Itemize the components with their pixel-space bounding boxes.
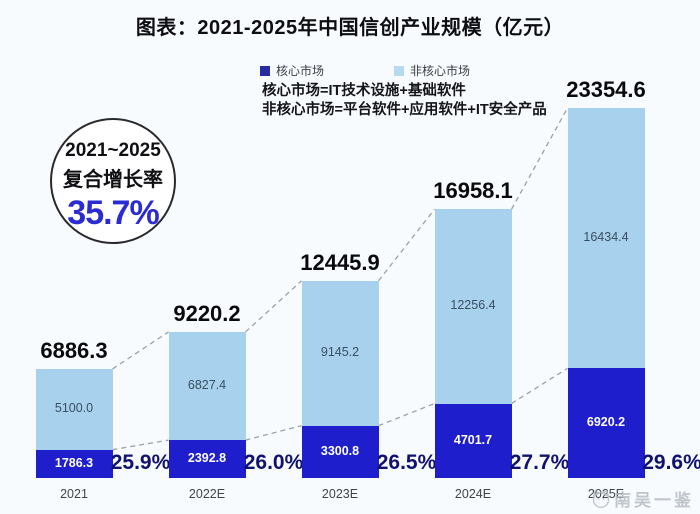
core-segment: 1786.3 [35, 449, 113, 478]
x-axis-label: 2024E [454, 487, 492, 501]
watermark: 南吴一鉴 [591, 486, 694, 511]
cagr-value: 35.7% [67, 194, 159, 232]
x-axis-label: 2022E [188, 487, 226, 501]
core-value-label: 2392.8 [187, 451, 227, 466]
core-segment: 3300.8 [301, 425, 379, 478]
total-value-label: 16958.1 [433, 178, 513, 204]
dashed-connector-line [112, 439, 169, 451]
legend-core-label: 核心市场 [276, 64, 325, 78]
legend-item-noncore: 非核心市场 [394, 62, 470, 79]
legend-item-core: 核心市场 [260, 62, 324, 79]
dashed-connector-line [112, 331, 169, 370]
total-value-label: 6886.3 [40, 337, 108, 363]
cagr-badge: 2021~2025 复合增长率 35.7% [50, 118, 176, 244]
x-axis-label: 2021 [60, 487, 88, 501]
noncore-segment: 9145.2 [301, 280, 379, 426]
core-value-label: 6920.2 [586, 415, 626, 430]
total-value-label: 9220.2 [173, 300, 241, 326]
watermark-text: 南吴一鉴 [614, 491, 694, 510]
noncore-value-label: 12256.4 [450, 298, 496, 313]
dashed-connector-line [378, 402, 435, 427]
noncore-segment: 5100.0 [35, 368, 113, 450]
dashed-connector-line [245, 280, 302, 333]
growth-percent-label: 26.0% [243, 451, 304, 474]
x-axis-label: 2023E [321, 487, 359, 501]
total-value-label: 23354.6 [566, 77, 646, 102]
dashed-connector-line [377, 208, 436, 282]
noncore-segment: 12256.4 [434, 209, 512, 404]
definition-notes: 核心市场=IT技术设施+基础软件 非核心市场=平台软件+应用软件+IT安全产品 [262, 82, 547, 120]
noncore-swatch-icon [394, 65, 405, 76]
noncore-segment: 6827.4 [168, 331, 246, 441]
growth-percent-label: 29.6% [642, 451, 700, 474]
core-value-label: 1786.3 [54, 455, 94, 470]
growth-percent-label: 25.9% [110, 451, 171, 474]
cagr-label: 复合增长率 [63, 169, 163, 191]
noncore-segment: 16434.4 [567, 108, 645, 369]
growth-percent-label: 26.5% [376, 451, 437, 474]
noncore-value-label: 5100.0 [54, 401, 94, 416]
growth-percent-label: 27.7% [509, 451, 570, 474]
total-value-label: 12445.9 [300, 249, 380, 275]
dashed-connector-line [511, 367, 568, 405]
legend: 核心市场 非核心市场 [260, 62, 470, 79]
core-segment: 2392.8 [168, 440, 246, 478]
note-noncore: 非核心市场=平台软件+应用软件+IT安全产品 [262, 102, 547, 119]
core-segment: 4701.7 [434, 403, 512, 478]
core-swatch-icon [260, 65, 270, 76]
legend-noncore-label: 非核心市场 [410, 64, 471, 78]
cat-face-icon [592, 489, 610, 508]
dashed-connector-line [510, 107, 569, 210]
core-value-label: 4701.7 [453, 432, 493, 447]
chart-title: 图表：2021-2025年中国信创产业规模（亿元） [135, 17, 565, 39]
note-core: 核心市场=IT技术设施+基础软件 [262, 83, 466, 99]
core-value-label: 3300.8 [320, 443, 360, 458]
noncore-value-label: 16434.4 [583, 230, 629, 245]
noncore-value-label: 6827.4 [187, 378, 227, 392]
dashed-connector-line [245, 425, 302, 441]
noncore-value-label: 9145.2 [320, 345, 360, 360]
core-segment: 6920.2 [567, 368, 645, 478]
cagr-period: 2021~2025 [65, 140, 161, 161]
